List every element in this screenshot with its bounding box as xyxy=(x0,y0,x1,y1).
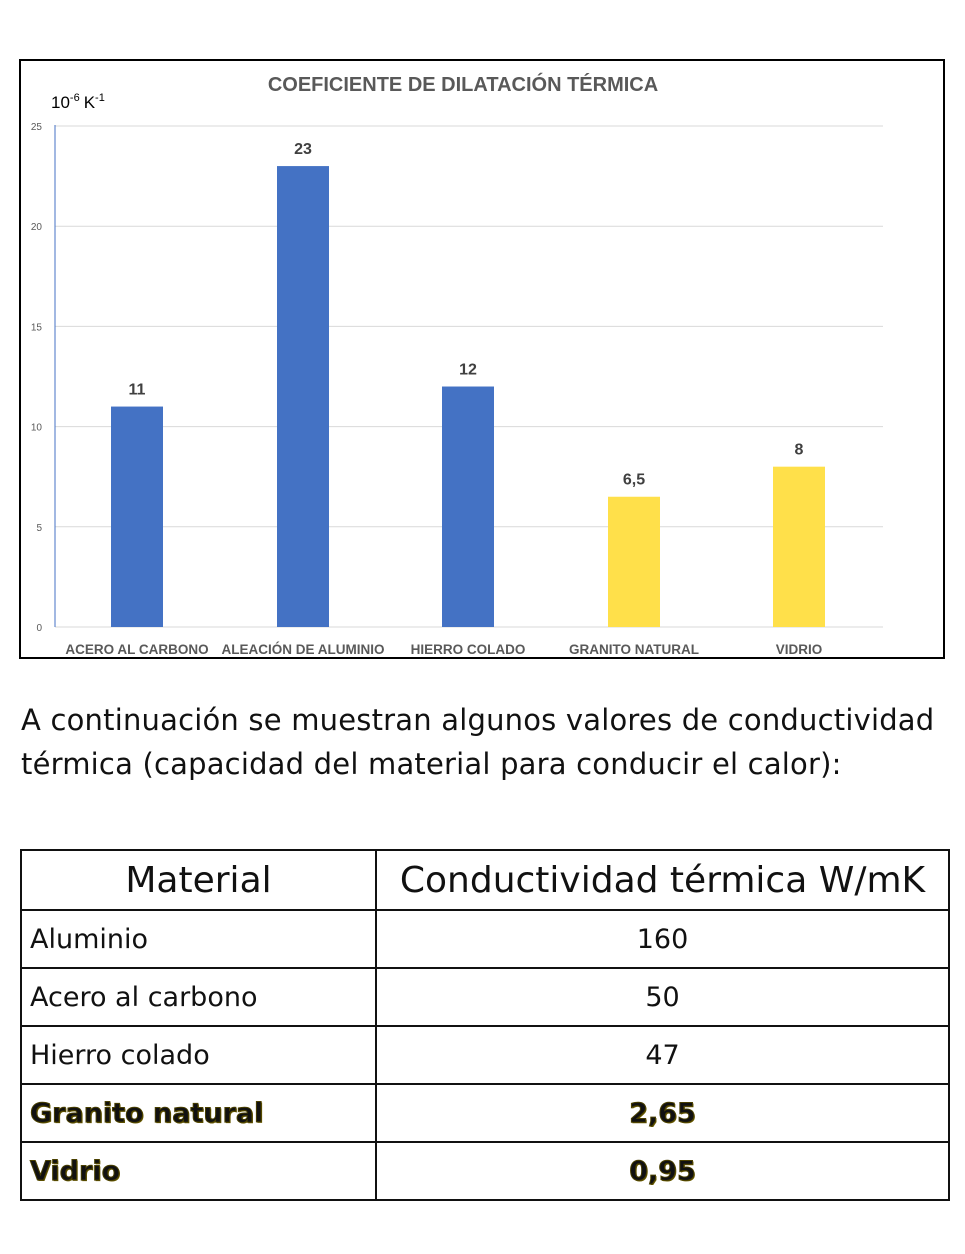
bar xyxy=(442,386,494,627)
table-row: Aluminio 160 xyxy=(20,909,950,969)
x-tick-label: ALEACIÓN DE ALUMINIO xyxy=(222,642,385,657)
cell-material: Aluminio xyxy=(20,909,377,969)
y-unit-exp: -6 xyxy=(70,92,80,104)
y-unit-base: 10 xyxy=(51,93,70,112)
y-tick-label: 0 xyxy=(36,623,42,634)
chart-title: COEFICIENTE DE DILATACIÓN TÉRMICA xyxy=(268,72,658,96)
cell-value: 160 xyxy=(375,909,950,969)
cell-value: 47 xyxy=(375,1025,950,1085)
data-label: 12 xyxy=(459,362,477,379)
intro-paragraph: A continuación se muestran algunos valor… xyxy=(21,703,935,781)
data-label: 6,5 xyxy=(623,472,645,489)
chart-frame: COEFICIENTE DE DILATACIÓN TÉRMICA 10-6 K-… xyxy=(19,59,945,659)
cell-material: Granito natural xyxy=(20,1083,377,1143)
data-label: 8 xyxy=(795,442,804,459)
bar xyxy=(773,466,825,627)
conductivity-table: Material Conductividad térmica W/mK Alum… xyxy=(20,849,950,1201)
x-axis-labels: ACERO AL CARBONO ALEACIÓN DE ALUMINIO HIER… xyxy=(65,642,822,657)
cell-material: Hierro colado xyxy=(20,1025,377,1085)
bar-chart: COEFICIENTE DE DILATACIÓN TÉRMICA 10-6 K-… xyxy=(31,72,883,657)
y-tick-label: 20 xyxy=(31,222,43,233)
y-unit-unit-exp: -1 xyxy=(95,92,105,104)
y-unit-label: 10-6 K-1 xyxy=(51,92,105,112)
cell-value: 2,65 xyxy=(375,1083,950,1143)
data-labels: 11 23 12 6,5 8 xyxy=(129,141,804,489)
y-tick-label: 5 xyxy=(36,523,42,534)
data-label: 11 xyxy=(129,382,146,399)
data-label: 23 xyxy=(294,141,312,158)
bar xyxy=(608,496,660,627)
y-axis-ticks: 0 5 10 15 20 25 xyxy=(31,122,43,634)
x-tick-label: GRANITO NATURAL xyxy=(569,642,699,657)
table-header-row: Material Conductividad térmica W/mK xyxy=(20,849,950,911)
y-tick-label: 10 xyxy=(31,423,43,434)
x-tick-label: ACERO AL CARBONO xyxy=(65,642,208,657)
bars xyxy=(111,166,825,627)
table-row-highlighted: Granito natural 2,65 xyxy=(20,1083,950,1143)
bar xyxy=(277,166,329,627)
bar xyxy=(111,406,163,627)
y-tick-label: 25 xyxy=(31,122,43,133)
y-unit-unit: K xyxy=(84,93,96,112)
table-row-highlighted: Vidrio 0,95 xyxy=(20,1141,950,1201)
cell-value: 50 xyxy=(375,967,950,1027)
cell-material: Acero al carbono xyxy=(20,967,377,1027)
header-material: Material xyxy=(20,849,377,911)
y-tick-label: 15 xyxy=(31,322,43,333)
header-conductivity: Conductividad térmica W/mK xyxy=(375,849,950,911)
table-row: Hierro colado 47 xyxy=(20,1025,950,1085)
x-tick-label: VIDRIO xyxy=(776,642,823,657)
cell-value: 0,95 xyxy=(375,1141,950,1201)
table-row: Acero al carbono 50 xyxy=(20,967,950,1027)
x-tick-label: HIERRO COLADO xyxy=(411,642,526,657)
cell-material: Vidrio xyxy=(20,1141,377,1201)
